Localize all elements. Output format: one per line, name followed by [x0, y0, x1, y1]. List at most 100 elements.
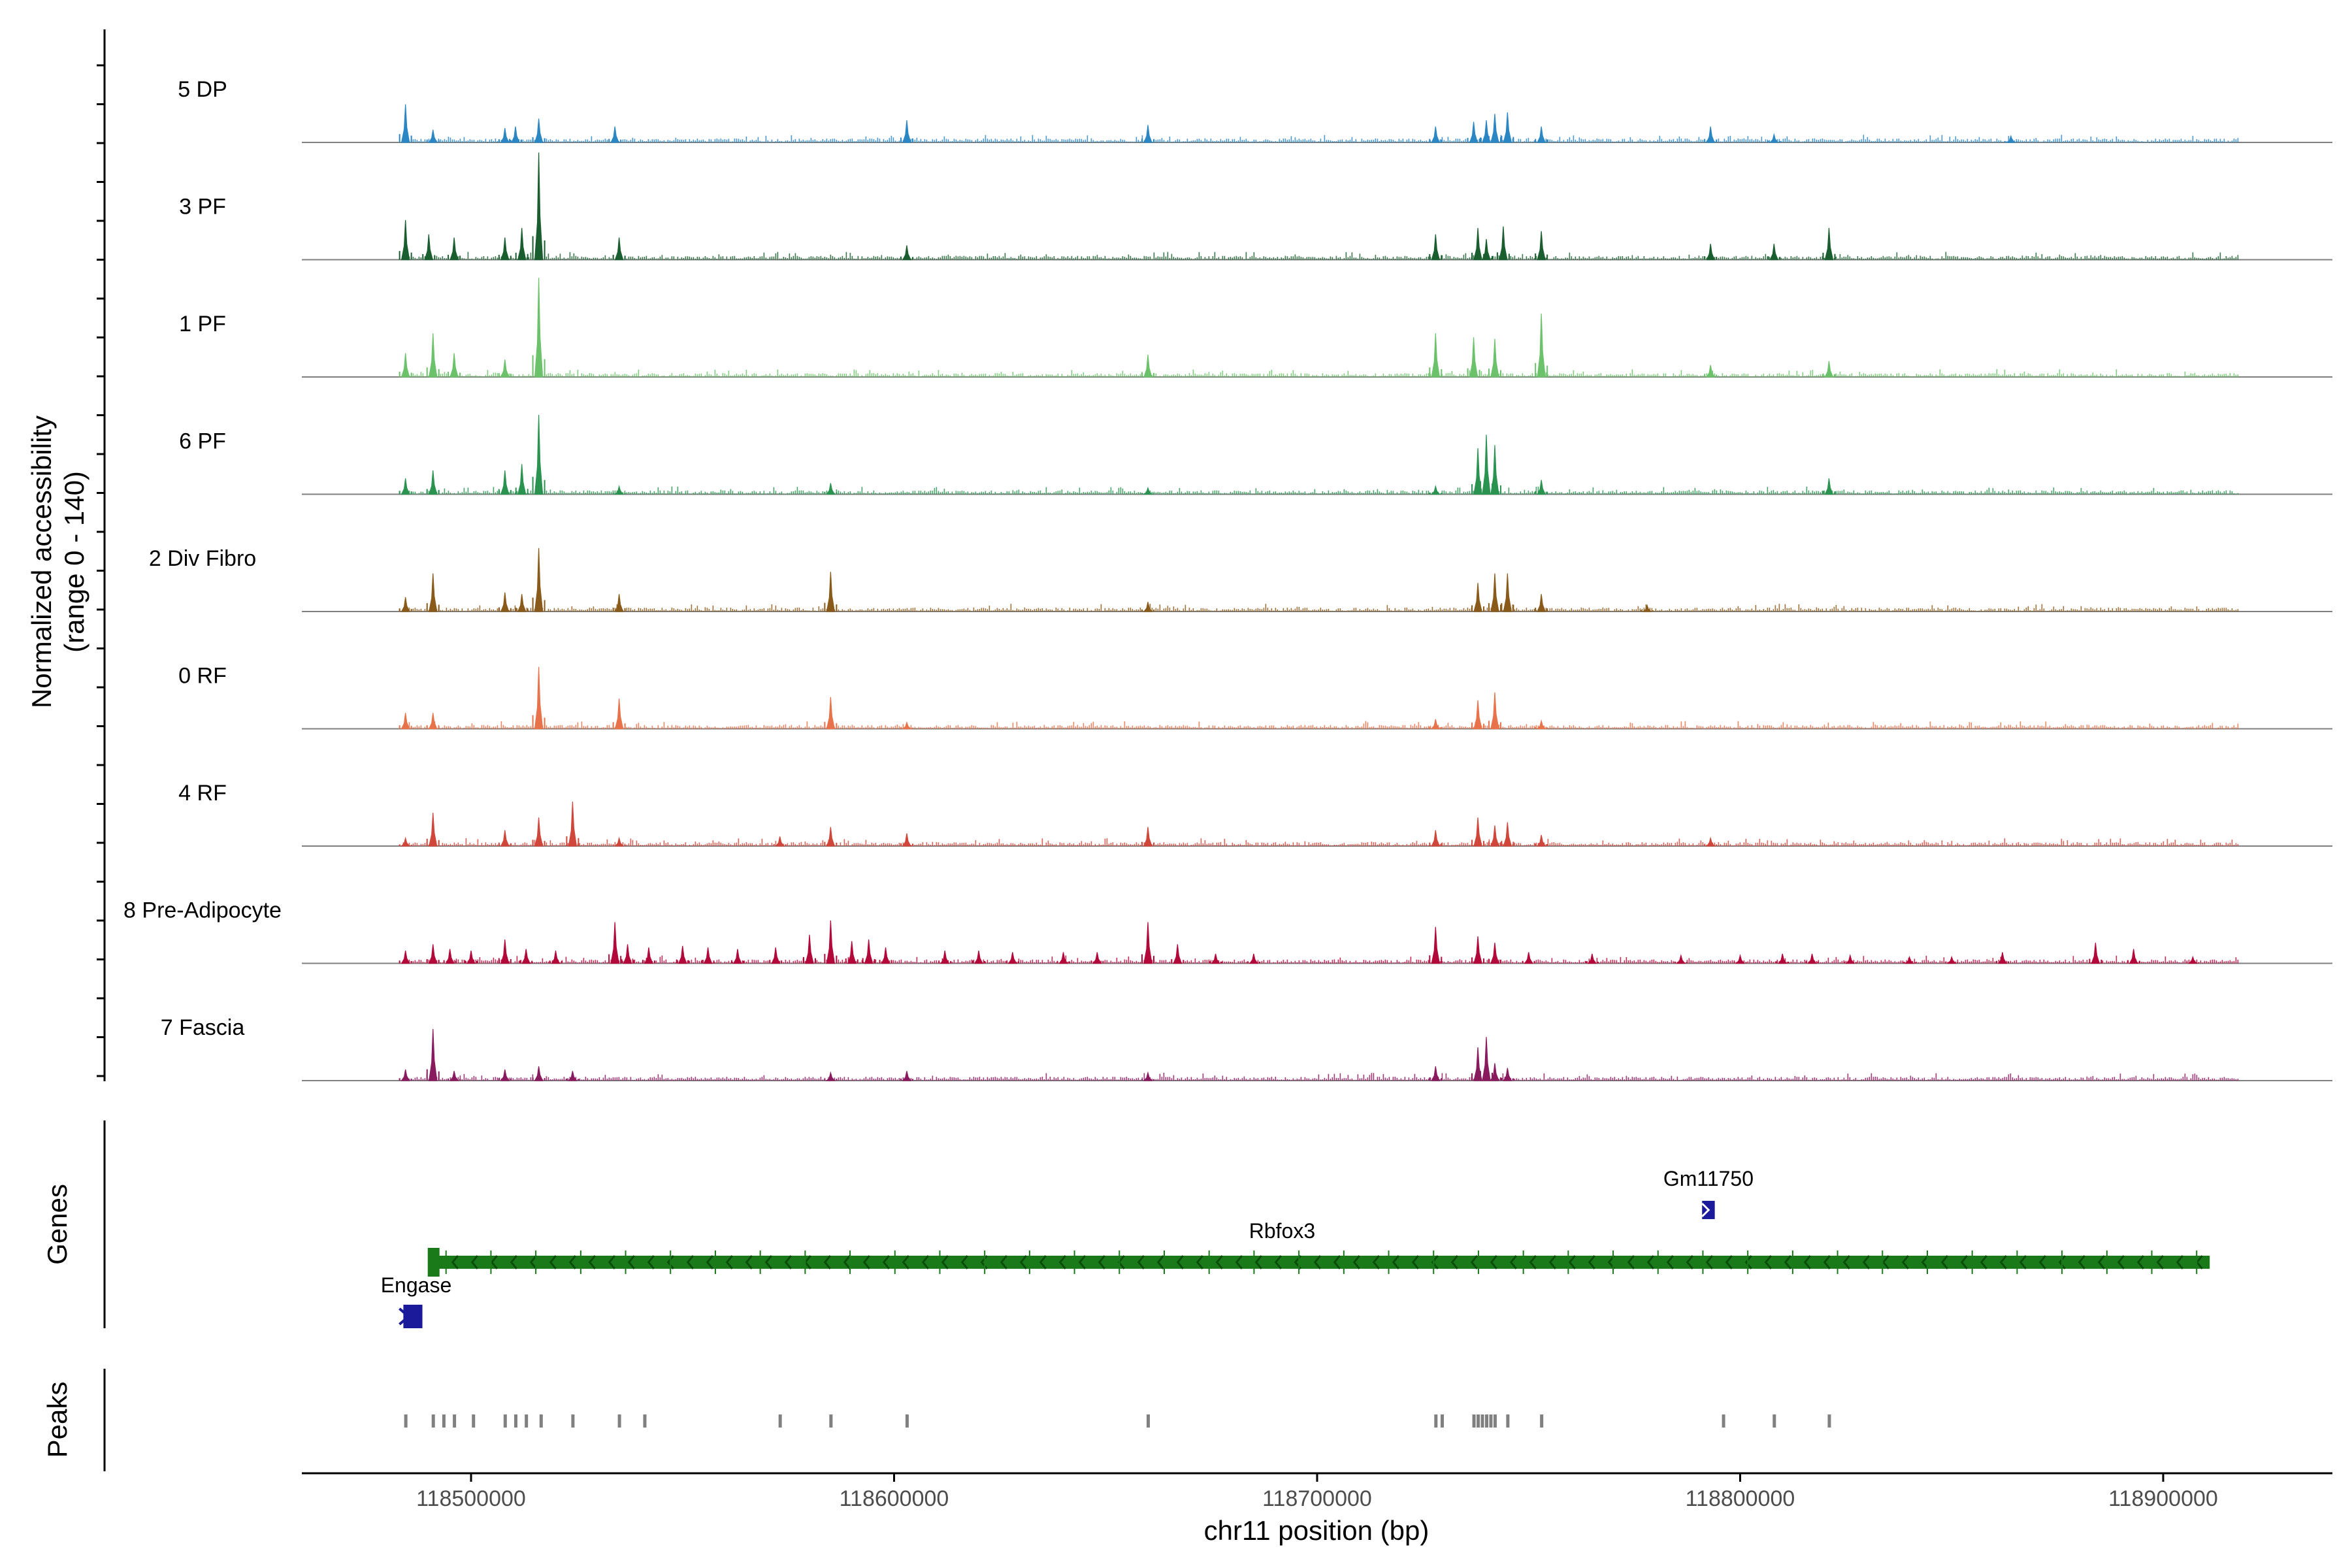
gene-strand-arrows — [451, 1255, 2203, 1269]
peak-region — [778, 1414, 782, 1428]
gene-exon — [427, 1248, 440, 1277]
coverage-peak — [973, 950, 983, 964]
coverage-peak — [500, 1069, 510, 1081]
coverage-peak — [500, 592, 510, 612]
peak-region — [525, 1414, 529, 1428]
coverage-peak — [1143, 1071, 1153, 1081]
peak-region — [643, 1414, 647, 1428]
coverage-peak — [1807, 953, 1817, 964]
track-label: 5 DP — [178, 77, 227, 102]
coverage-peak — [1490, 445, 1499, 495]
coverage-peak — [466, 950, 476, 964]
peak-region — [539, 1414, 543, 1428]
peak-region — [514, 1414, 517, 1428]
track-label: 4 RF — [178, 781, 227, 806]
coverage-peak — [623, 944, 632, 964]
coverage-peak — [1490, 825, 1499, 847]
track-6-pf: 6 PF — [179, 415, 2332, 495]
coverage-peak — [449, 1071, 459, 1081]
coverage-peak — [517, 227, 527, 261]
coverage-peak — [902, 833, 911, 847]
peak-region — [1472, 1414, 1476, 1428]
peak-region — [442, 1414, 446, 1428]
peak-region — [905, 1414, 909, 1428]
coverage-peak — [534, 666, 544, 730]
coverage-peak — [1587, 953, 1597, 964]
coverage-peak — [614, 485, 624, 495]
track-label: 2 Div Fibro — [149, 546, 256, 571]
track-label: 0 RF — [178, 664, 227, 689]
track-5-dp: 5 DP — [178, 77, 2332, 143]
coverage-peak — [902, 120, 911, 143]
coverage-peak — [2129, 949, 2138, 964]
gene-body — [433, 1256, 2210, 1269]
x-axis-tick-label: 118600000 — [840, 1486, 949, 1511]
peak-region — [1540, 1414, 1544, 1428]
coverage-peak — [1058, 952, 1068, 964]
coverage-peak — [428, 129, 438, 143]
coverage-peak — [902, 245, 911, 261]
coverage-peak — [1092, 952, 1102, 964]
coverage-peak — [1490, 573, 1499, 612]
coverage-peak — [1769, 244, 1779, 261]
coverage-peak — [614, 836, 624, 847]
gene-engase: Engase — [381, 1273, 451, 1328]
coverage-peak — [1537, 126, 1546, 143]
coverage-peak — [1503, 1068, 1512, 1081]
gene-strand-arrows — [1701, 1202, 1710, 1218]
coverage-peak — [534, 547, 544, 612]
peak-region — [571, 1414, 575, 1428]
coverage-peak — [400, 950, 410, 964]
gene-annotation-track: Rbfox3 Engase Gm11750 — [381, 1167, 2210, 1328]
track-3-pf: 3 PF — [179, 152, 2332, 261]
coverage-peak — [428, 713, 438, 730]
coverage-peak — [826, 920, 836, 964]
coverage-peak — [1706, 126, 1716, 143]
coverage-peak — [534, 1066, 544, 1081]
coverage-peak — [534, 278, 544, 378]
peak-region — [1434, 1414, 1438, 1428]
track-0-rf: 0 RF — [178, 664, 2332, 730]
coverage-peak — [429, 333, 438, 378]
track-background-signal — [402, 252, 2239, 260]
track-label: 7 Fascia — [161, 1015, 245, 1040]
coverage-peak — [534, 152, 544, 261]
coverage-peak — [825, 1071, 836, 1081]
x-axis-tick-label: 118800000 — [1686, 1486, 1795, 1511]
coverage-peak — [1537, 231, 1546, 261]
coverage-peak — [826, 696, 836, 730]
coverage-peak — [703, 947, 713, 964]
track-label: 6 PF — [179, 429, 226, 454]
coverage-peak — [400, 353, 410, 378]
track-background-signal — [402, 135, 2239, 142]
peak-region — [1489, 1414, 1493, 1428]
coverage-tracks: 5 DP 3 PF 1 PF 6 PF 2 Div Fibro 0 RF 4 RF 8 Pre… — [123, 77, 2332, 1081]
track-1-pf: 1 PF — [179, 278, 2332, 378]
peak-region — [1441, 1414, 1445, 1428]
coverage-peak — [1431, 830, 1441, 847]
coverage-peak — [1824, 478, 1834, 495]
track-background-signal — [402, 721, 2239, 729]
coverage-peak — [521, 949, 531, 964]
coverage-peak — [1211, 953, 1220, 964]
coverage-peak — [902, 721, 912, 730]
peak-region — [1147, 1414, 1150, 1428]
coverage-peak — [1482, 238, 1491, 261]
coverage-peak — [1469, 337, 1478, 378]
track-label: 1 PF — [179, 312, 226, 336]
coverage-peak — [500, 128, 510, 143]
coverage-peak — [2006, 135, 2016, 143]
coverage-peak — [826, 572, 836, 612]
coverage-peak — [400, 836, 410, 847]
coverage-peak — [775, 836, 785, 847]
coverage-peak — [1431, 234, 1441, 261]
coverage-peak — [534, 415, 544, 495]
coverage-peak — [1824, 227, 1834, 261]
track-8-pre-adipocyte: 8 Pre-Adipocyte — [123, 898, 2332, 964]
coverage-peak — [1503, 573, 1512, 612]
coverage-peak — [614, 594, 624, 612]
coverage-peak — [500, 939, 510, 964]
coverage-peak — [534, 817, 544, 847]
coverage-peak — [614, 237, 624, 261]
